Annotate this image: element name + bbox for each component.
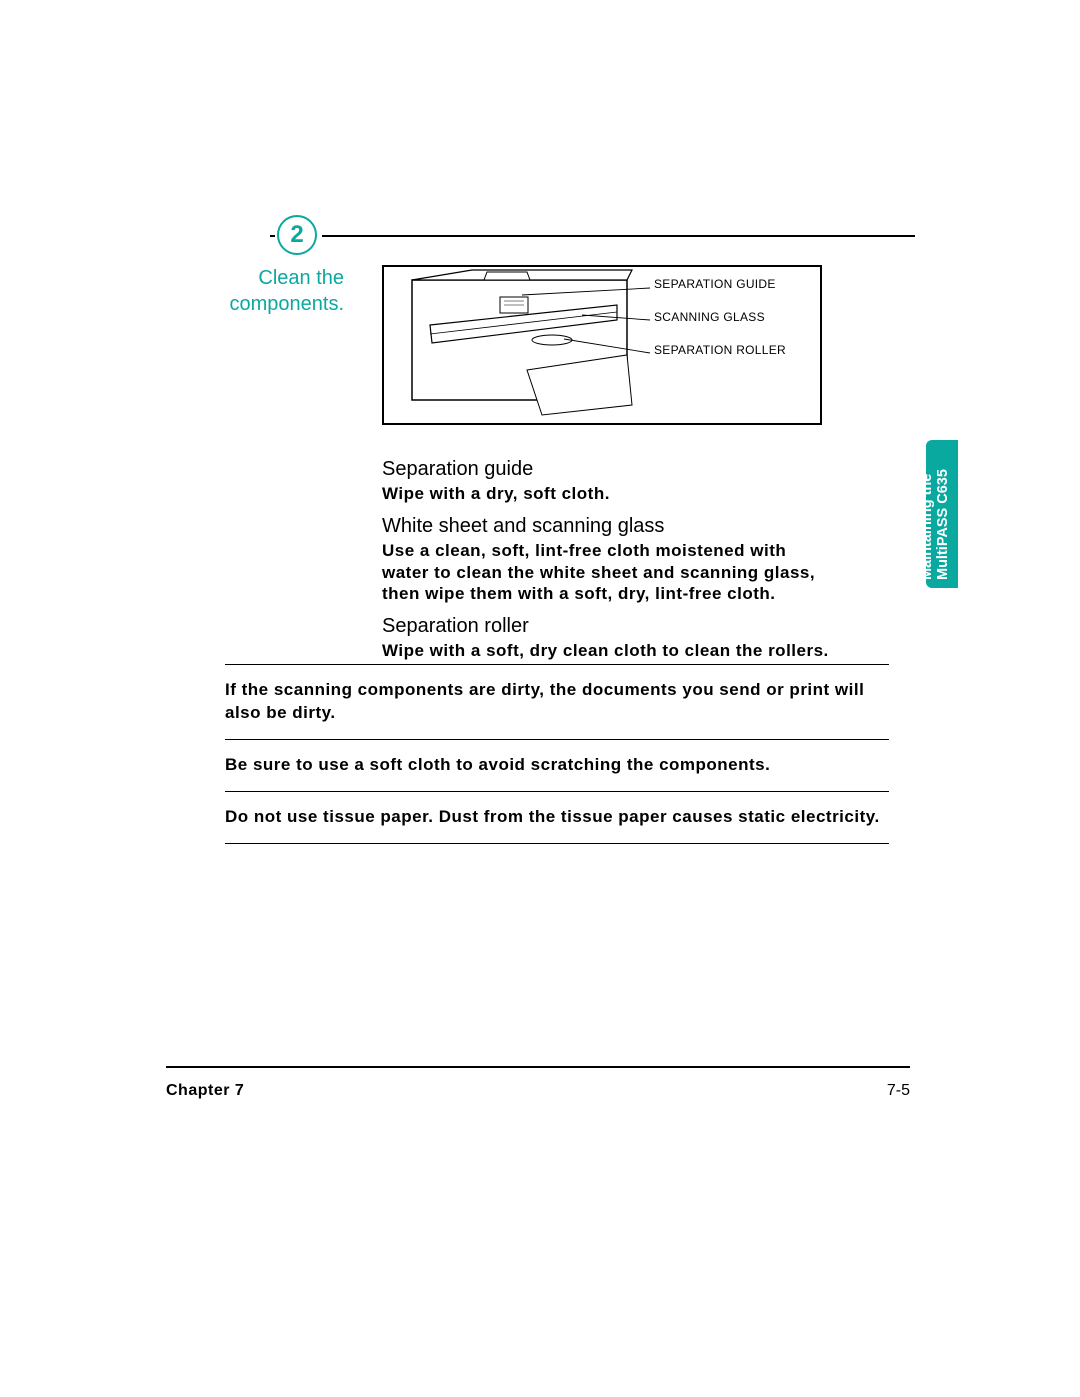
divider <box>225 664 889 665</box>
side-tab-line1: Maintaining the <box>919 474 935 580</box>
instruction-1-head: White sheet and scanning glass <box>382 515 832 538</box>
side-tab-line2: MultiPASS C635 <box>935 469 951 580</box>
step-title: Clean the components. <box>164 265 344 317</box>
instruction-0-desc: Wipe with a dry, soft cloth. <box>382 483 832 505</box>
divider <box>225 791 889 792</box>
rule-left <box>270 235 275 237</box>
footer: Chapter 7 7-5 <box>166 1082 910 1100</box>
footer-page: 7-5 <box>887 1082 910 1100</box>
rule-right <box>322 235 915 237</box>
instruction-0-head: Separation guide <box>382 458 832 481</box>
diagram-label-0: SEPARATION GUIDE <box>654 278 786 290</box>
step-number-circle: 2 <box>277 215 317 255</box>
side-tab-text: Maintaining the MultiPASS C635 <box>920 450 952 580</box>
instruction-1-desc: Use a clean, soft, lint-free cloth moist… <box>382 540 832 605</box>
footer-rule <box>166 1066 910 1068</box>
note-2: Do not use tissue paper. Dust from the t… <box>225 806 889 829</box>
step-title-line1: Clean the <box>258 267 344 289</box>
diagram-label-1: SCANNING GLASS <box>654 311 786 323</box>
diagram-label-2: SEPARATION ROLLER <box>654 344 786 356</box>
note-0: If the scanning components are dirty, th… <box>225 679 889 725</box>
note-1: Be sure to use a soft cloth to avoid scr… <box>225 754 889 777</box>
footer-chapter: Chapter 7 <box>166 1082 244 1099</box>
notes: If the scanning components are dirty, th… <box>225 650 889 858</box>
step-header: 2 <box>270 215 915 245</box>
step-title-line2: components. <box>229 293 344 315</box>
divider <box>225 739 889 740</box>
divider <box>225 843 889 844</box>
instruction-2-head: Separation roller <box>382 615 832 638</box>
diagram-labels: SEPARATION GUIDE SCANNING GLASS SEPARATI… <box>654 278 786 377</box>
instructions: Separation guide Wipe with a dry, soft c… <box>382 452 832 672</box>
